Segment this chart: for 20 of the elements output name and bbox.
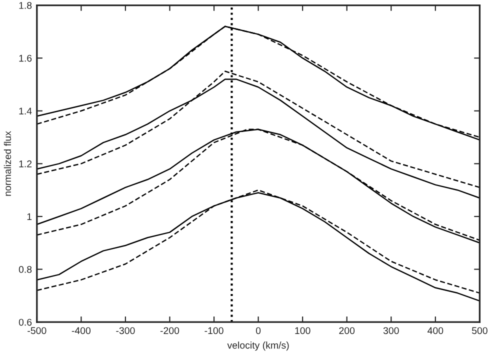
y-tick-label: 0.8 — [18, 266, 32, 273]
y-tick-label: 1.8 — [19, 2, 32, 9]
x-tick-label: 400 — [428, 327, 444, 334]
x-tick-label: 0 — [256, 327, 261, 334]
x-tick-label: -400 — [72, 327, 91, 334]
x-tick-label: 200 — [339, 327, 355, 334]
x-tick-label: -100 — [204, 327, 224, 334]
x-axis-title: velocity (km/s) — [227, 342, 289, 351]
y-tick-label: 1 — [27, 213, 32, 220]
y-tick-label: 1.4 — [19, 108, 32, 114]
y-tick-label: 1.6 — [19, 54, 32, 62]
x-tick-label: -300 — [116, 327, 135, 334]
x-tick-label: 500 — [472, 327, 488, 334]
x-tick-label: -200 — [160, 327, 180, 334]
x-tick-label: 300 — [383, 327, 399, 334]
x-tick-label: 100 — [295, 327, 310, 334]
y-tick-label: 0.6 — [18, 318, 32, 326]
y-axis-title: normalized flux — [4, 131, 12, 196]
x-tick-label: -500 — [28, 327, 46, 334]
y-tick-label: 1.2 — [19, 160, 32, 168]
